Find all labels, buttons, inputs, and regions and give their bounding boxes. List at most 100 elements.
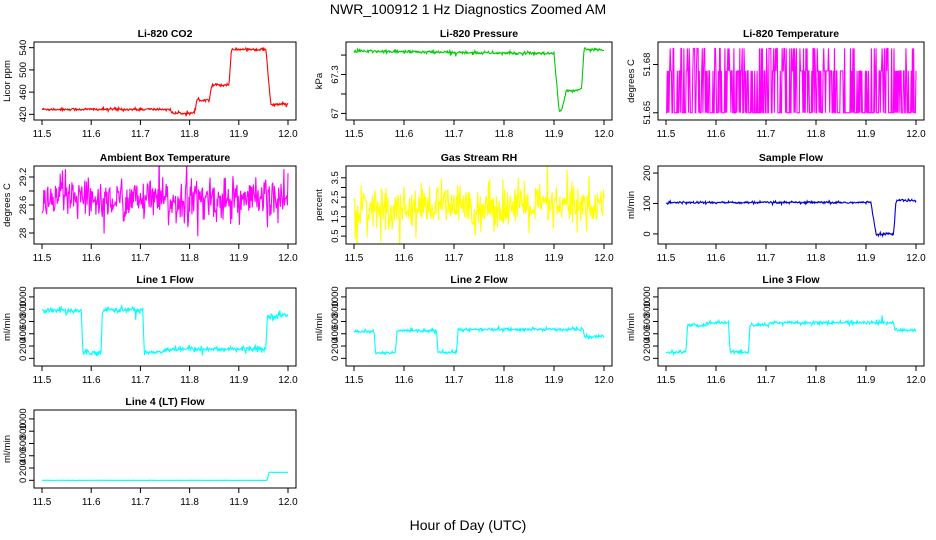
panel-title: Gas Stream RH (441, 152, 517, 164)
plot-frame (345, 287, 613, 367)
x-tick-label: 11.7 (131, 375, 150, 386)
y-tick-label: 1000 (18, 408, 29, 429)
y-tick-label: 400 (330, 326, 341, 342)
x-tick-label: 12.0 (906, 253, 926, 264)
plot-frame (345, 165, 613, 245)
x-tick-label: 11.6 (82, 375, 101, 386)
x-tick-label: 11.9 (229, 375, 248, 386)
y-tick-label: 2.5 (330, 191, 341, 204)
x-tick-label: 11.5 (657, 129, 676, 140)
series-line (41, 304, 289, 356)
series-line (665, 315, 917, 357)
panel-3: Ambient Box Temperature 11.5 11.6 11.7 11.8 1… (2, 152, 298, 264)
x-tick-label: 12.0 (278, 253, 298, 264)
x-tick-label: 12.0 (278, 375, 298, 386)
x-tick-label: 11.9 (857, 129, 876, 140)
panel-title: Li-820 CO2 (138, 28, 193, 40)
panel-title: Li-820 Pressure (440, 28, 518, 40)
x-tick-label: 11.8 (495, 375, 514, 386)
y-tick-label: 800 (18, 423, 29, 439)
x-tick-label: 11.7 (757, 129, 776, 140)
panel-0: Li-820 CO2 11.5 11.6 11.7 11.8 11.9 12.0 420 460… (2, 28, 298, 140)
series-line (353, 46, 605, 112)
series-group (666, 47, 917, 114)
x-tick-label: 11.6 (82, 497, 101, 508)
x-tick-label: 12.0 (278, 497, 298, 508)
x-tick-label: 11.5 (33, 497, 52, 508)
x-tick-label: 11.9 (857, 375, 876, 386)
y-tick-label: 0 (18, 478, 29, 483)
x-tick-label: 11.5 (657, 375, 676, 386)
y-tick-label: 800 (330, 301, 341, 317)
y-axis-label: degrees C (2, 183, 13, 227)
x-tick-label: 11.8 (180, 375, 199, 386)
panel-4: Gas Stream RH 11.5 11.6 11.7 11.8 11.9 12.0 0.5… (314, 152, 614, 264)
panel-6: Line 1 Flow 11.5 11.6 11.7 11.8 11.9 12.0 0 2004… (2, 274, 298, 386)
y-tick-label: 600 (642, 314, 653, 330)
y-axis-label: kPa (314, 72, 325, 89)
x-tick-label: 11.6 (395, 375, 414, 386)
y-axis-label: ml/min (2, 313, 13, 341)
y-tick-label: 400 (642, 326, 653, 342)
x-tick-label: 12.0 (278, 129, 298, 140)
series-group (353, 46, 605, 112)
plot-frame (657, 165, 925, 245)
y-tick-label: 1.5 (330, 210, 341, 223)
panel-8: Line 3 Flow 11.5 11.6 11.7 11.8 11.9 12.0 0 2004… (626, 274, 926, 386)
x-tick-label: 11.5 (345, 375, 364, 386)
y-axis-label: ml/min (314, 313, 325, 341)
panel-title: Line 3 Flow (762, 274, 820, 286)
panel-title: Li-820 Temperature (743, 28, 839, 40)
x-tick-label: 11.7 (131, 129, 150, 140)
y-tick-label: 200 (18, 338, 29, 354)
panel-title: Line 4 (LT) Flow (125, 396, 205, 408)
series-group (353, 166, 605, 244)
plot-frame (657, 41, 925, 121)
y-tick-label: 0 (642, 231, 653, 236)
x-tick-label: 12.0 (594, 129, 614, 140)
y-tick-label: 200 (330, 338, 341, 354)
x-tick-label: 11.9 (229, 129, 248, 140)
y-tick-label: 51.65 (642, 101, 653, 125)
x-tick-label: 11.7 (445, 129, 464, 140)
x-tick-label: 11.5 (657, 253, 676, 264)
y-axis-label: ml/min (626, 313, 637, 341)
x-tick-label: 11.9 (545, 129, 564, 140)
panel-title: Ambient Box Temperature (100, 152, 231, 164)
x-tick-label: 11.9 (857, 253, 876, 264)
x-tick-label: 11.8 (807, 375, 826, 386)
y-axis-label: percent (314, 189, 325, 221)
x-tick-label: 11.7 (445, 375, 464, 386)
x-axis-title: Hour of Day (UTC) (409, 517, 527, 533)
series-line (41, 166, 289, 237)
series-line (41, 46, 289, 117)
y-tick-label: 600 (330, 314, 341, 330)
panel-title: Line 1 Flow (136, 274, 194, 286)
x-tick-label: 11.9 (229, 497, 248, 508)
x-tick-label: 11.8 (495, 253, 514, 264)
y-tick-label: 1000 (18, 286, 29, 307)
x-tick-label: 11.8 (180, 253, 199, 264)
x-tick-label: 11.8 (495, 129, 514, 140)
x-tick-label: 11.8 (807, 129, 826, 140)
y-tick-label: 400 (18, 326, 29, 342)
y-tick-label: 600 (18, 436, 29, 452)
series-line (41, 471, 289, 482)
series-group (41, 304, 289, 356)
x-tick-label: 11.7 (131, 253, 150, 264)
y-tick-label: 0 (330, 356, 341, 361)
y-axis-label: ml/min (626, 191, 637, 219)
x-tick-label: 11.9 (229, 253, 248, 264)
x-tick-label: 11.8 (807, 253, 826, 264)
y-tick-label: 28.6 (18, 196, 29, 215)
y-tick-label: 200 (18, 460, 29, 476)
series-group (353, 325, 605, 355)
series-group (665, 315, 917, 357)
panel-2: Li-820 Temperature 11.5 11.6 11.7 11.8 11.9 12… (626, 28, 926, 140)
x-tick-label: 11.8 (180, 129, 199, 140)
series-line (665, 197, 917, 238)
plot-frame (33, 41, 297, 121)
x-tick-label: 11.6 (82, 129, 101, 140)
plot-frame (33, 409, 297, 489)
